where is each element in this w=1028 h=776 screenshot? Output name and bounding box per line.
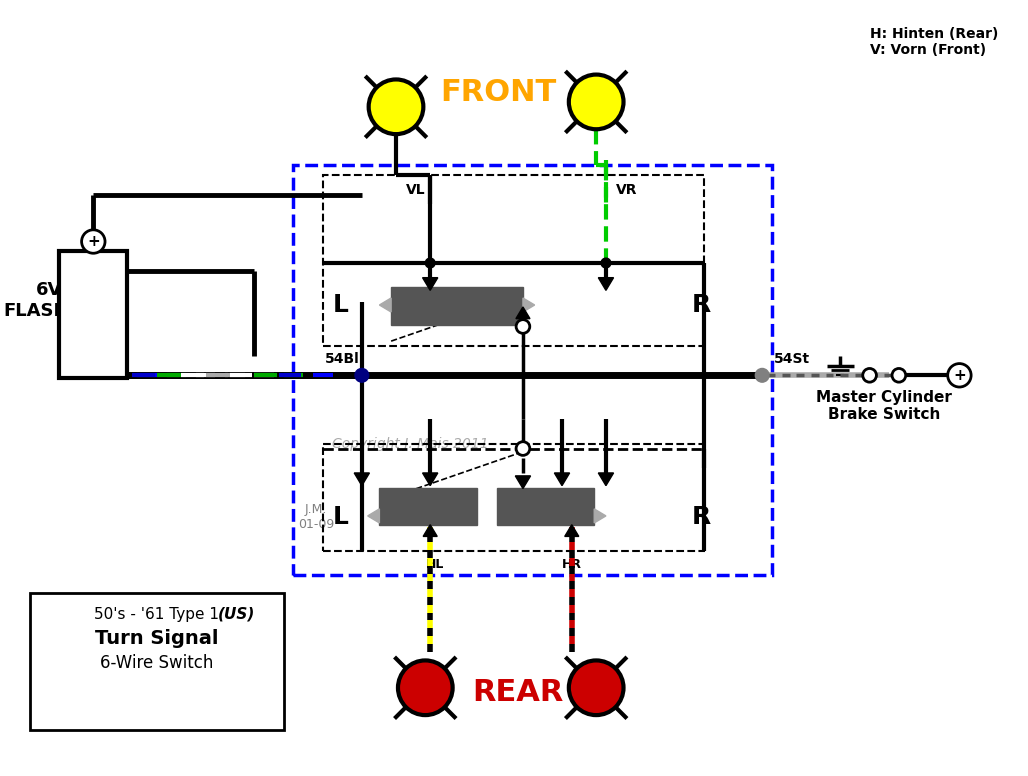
Text: HR: HR [561, 558, 582, 571]
Polygon shape [424, 525, 437, 536]
Text: R: R [692, 505, 711, 529]
Text: 50's - '61 Type 1: 50's - '61 Type 1 [95, 607, 219, 622]
Bar [391, 287, 523, 324]
Text: 54Bl: 54Bl [325, 352, 360, 365]
Circle shape [601, 258, 611, 268]
Polygon shape [523, 298, 535, 312]
Bar [293, 165, 772, 576]
Text: 15: 15 [99, 265, 114, 277]
Polygon shape [564, 525, 579, 536]
Bar [323, 444, 703, 551]
Text: 6-Wire Switch: 6-Wire Switch [100, 653, 214, 671]
Text: H: Hinten (Rear): H: Hinten (Rear) [870, 26, 998, 40]
Text: L: L [332, 505, 348, 529]
Circle shape [355, 369, 369, 382]
Polygon shape [423, 473, 438, 486]
Text: J.M.
01-09: J.M. 01-09 [298, 503, 334, 531]
Bar [323, 175, 703, 346]
Text: +: + [87, 234, 100, 249]
Circle shape [369, 79, 424, 134]
Circle shape [516, 320, 529, 334]
Circle shape [862, 369, 877, 382]
Polygon shape [598, 473, 614, 486]
Polygon shape [554, 473, 570, 486]
Polygon shape [379, 298, 391, 312]
Text: FRONT: FRONT [440, 78, 556, 106]
Circle shape [81, 230, 105, 253]
Text: +: + [953, 368, 965, 383]
Text: Copyright J. Mais 2011: Copyright J. Mais 2011 [332, 437, 489, 451]
Text: HL: HL [426, 558, 444, 571]
Text: VR: VR [616, 183, 637, 197]
Text: 54: 54 [99, 369, 114, 382]
Polygon shape [515, 476, 530, 489]
Polygon shape [423, 278, 438, 290]
Circle shape [398, 660, 452, 715]
Text: R: R [692, 293, 711, 317]
Text: V: Vorn (Front): V: Vorn (Front) [870, 43, 986, 57]
Circle shape [948, 364, 971, 387]
Circle shape [568, 74, 624, 130]
Circle shape [516, 442, 529, 456]
Text: VL: VL [406, 183, 426, 197]
Bar [379, 487, 477, 525]
Bar [497, 487, 594, 525]
Text: REAR: REAR [473, 678, 563, 707]
Text: Turn Signal: Turn Signal [95, 629, 219, 648]
Text: 6V
FLASHER: 6V FLASHER [4, 281, 96, 320]
Polygon shape [368, 509, 379, 523]
Bar [30, 593, 284, 729]
Circle shape [426, 258, 435, 268]
Circle shape [756, 369, 769, 382]
Text: 54St: 54St [774, 352, 810, 365]
Polygon shape [598, 278, 614, 290]
Polygon shape [594, 509, 605, 523]
Polygon shape [355, 473, 369, 486]
Circle shape [892, 369, 906, 382]
Text: Master Cylinder
Brake Switch: Master Cylinder Brake Switch [816, 390, 952, 422]
Polygon shape [516, 307, 530, 319]
Text: L: L [332, 293, 348, 317]
Bar [60, 251, 127, 378]
Circle shape [568, 660, 624, 715]
Text: (US): (US) [218, 607, 256, 622]
